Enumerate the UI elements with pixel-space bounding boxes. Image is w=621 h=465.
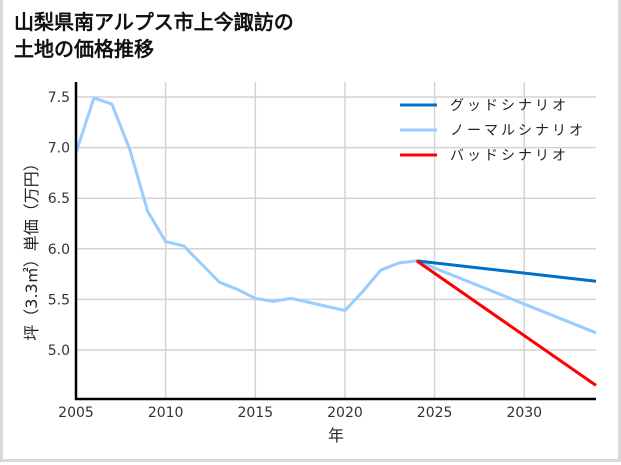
y-axis-label: 坪（3.3㎡）単価（万円） bbox=[22, 155, 41, 340]
series-line bbox=[416, 259, 597, 283]
y-tick-label: 5.5 bbox=[48, 292, 70, 308]
legend-label: グッドシナリオ bbox=[450, 98, 569, 114]
y-axis-ticks: 5.0 5.5 6.0 6.5 7.0 7.5 bbox=[48, 90, 70, 359]
x-tick-label: 2030 bbox=[506, 405, 542, 421]
y-tick-label: 7.5 bbox=[48, 90, 70, 106]
x-tick-label: 2015 bbox=[237, 405, 273, 421]
series-line bbox=[74, 96, 597, 335]
grid-lines bbox=[76, 82, 596, 399]
x-tick-label: 2025 bbox=[417, 405, 453, 421]
y-tick-label: 5.0 bbox=[48, 343, 70, 359]
series-line bbox=[415, 259, 597, 387]
x-tick-label: 2020 bbox=[327, 405, 363, 421]
legend-label: ノーマルシナリオ bbox=[450, 123, 586, 139]
data-series bbox=[74, 96, 597, 387]
legend-label: バッドシナリオ bbox=[450, 148, 569, 164]
axes bbox=[74, 82, 596, 401]
y-tick-label: 6.5 bbox=[48, 191, 70, 207]
y-tick-label: 6.0 bbox=[48, 242, 70, 258]
y-tick-label: 7.0 bbox=[48, 141, 70, 157]
x-tick-label: 2005 bbox=[58, 405, 94, 421]
x-tick-label: 2010 bbox=[148, 405, 184, 421]
chart-title: 山梨県南アルプス市上今諏訪の 土地の価格推移 bbox=[14, 10, 294, 61]
x-axis-label: 年 bbox=[328, 426, 344, 445]
x-axis-ticks: 2005 2010 2015 2020 2025 2030 bbox=[58, 405, 542, 421]
